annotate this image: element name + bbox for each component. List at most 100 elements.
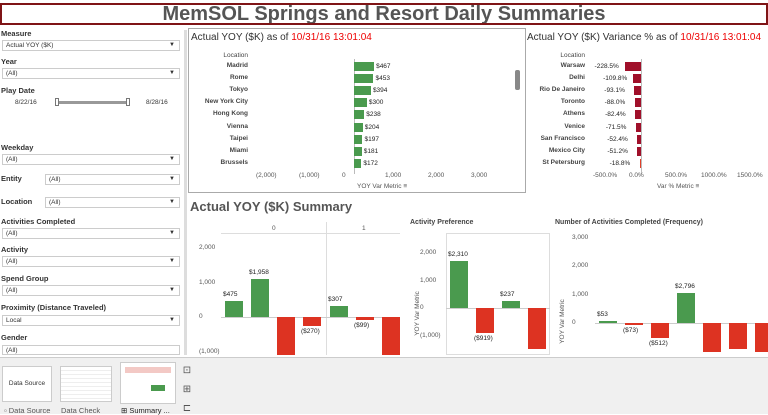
panel-header: 1 xyxy=(362,225,366,232)
data-label: $394 xyxy=(372,87,388,95)
entity-value: (All) xyxy=(49,176,61,183)
tab-data-check[interactable]: Data Check xyxy=(61,406,101,415)
y-tick: 0 xyxy=(572,319,576,326)
axis-label: YOY Var Metric ≡ xyxy=(357,183,408,190)
chevron-down-icon: ▼ xyxy=(169,176,175,182)
row-label: Warsaw xyxy=(560,62,585,69)
activity-value: (All) xyxy=(6,258,18,265)
bar xyxy=(303,317,321,327)
bar xyxy=(637,134,641,144)
chevron-down-icon: ▼ xyxy=(169,156,175,162)
panel-divider xyxy=(221,233,400,234)
new-worksheet-icon[interactable]: ⊡ xyxy=(182,365,192,376)
row-label: Venice xyxy=(564,122,585,130)
bar xyxy=(634,86,641,96)
zero-line xyxy=(446,308,550,309)
x-tick: 0 xyxy=(342,172,346,179)
data-label: $467 xyxy=(376,63,391,70)
bar xyxy=(634,98,641,108)
entity-dropdown[interactable]: (All) ▼ xyxy=(45,174,180,185)
row-label: San Francisco xyxy=(540,134,585,142)
weekday-value: (All) xyxy=(6,156,18,163)
summary-thumb[interactable] xyxy=(120,362,176,404)
x-tick: 3,000 xyxy=(471,172,488,179)
year-dropdown[interactable]: (All) ▼ xyxy=(2,68,180,79)
row-label: St Petersburg xyxy=(542,158,585,166)
data-label: $237 xyxy=(500,291,515,299)
location-yoy-title: Actual YOY ($K) as of 10/31/16 13:01:04 xyxy=(191,32,372,43)
zero-line xyxy=(595,323,768,324)
bar xyxy=(599,321,617,323)
filter-label-spend-group: Spend Group xyxy=(1,274,49,283)
x-tick: 500.0% xyxy=(665,172,688,179)
bar xyxy=(476,308,494,334)
y-tick: 0 xyxy=(420,304,424,311)
bar xyxy=(354,158,362,168)
bar xyxy=(755,323,768,352)
gender-dropdown[interactable]: (All) xyxy=(2,345,180,355)
activity-preference-title: Activity Preference xyxy=(410,219,474,226)
zero-line xyxy=(641,59,642,174)
slider-handle-end[interactable] xyxy=(126,98,130,106)
timestamp: 10/31/16 13:01:04 xyxy=(680,32,762,43)
panel-header: 0 xyxy=(272,225,276,232)
data-label: $53 xyxy=(597,311,608,319)
data-label: $300 xyxy=(368,99,384,107)
activity-dropdown[interactable]: (All) ▼ xyxy=(2,256,180,267)
slider-handle-start[interactable] xyxy=(55,98,59,106)
data-label: ($512) xyxy=(649,339,668,347)
dashboard-title: MemSOL Springs and Resort Daily Summarie… xyxy=(0,3,768,25)
chevron-down-icon: ▼ xyxy=(169,317,175,323)
data-label: $475 xyxy=(223,290,238,298)
tab-data-source[interactable]: ▫ Data Source xyxy=(4,406,51,415)
data-label: ($99) xyxy=(354,322,370,330)
activities-completed-dropdown[interactable]: (All) ▼ xyxy=(2,228,180,239)
data-label: -71.5% xyxy=(605,123,627,131)
chart-scrollbar[interactable] xyxy=(515,70,520,90)
chevron-down-icon: ▼ xyxy=(169,258,175,264)
play-date-slider[interactable] xyxy=(57,101,129,104)
weekday-dropdown[interactable]: (All) ▼ xyxy=(2,154,180,165)
bar xyxy=(625,323,643,326)
data-label: $453 xyxy=(375,75,390,83)
filter-scrollbar[interactable] xyxy=(184,30,187,355)
spend-group-dropdown[interactable]: (All) ▼ xyxy=(2,285,180,296)
x-tick: 0.0% xyxy=(629,172,644,179)
proximity-dropdown[interactable]: Local ▼ xyxy=(2,315,180,326)
data-source-thumb[interactable]: Data Source xyxy=(2,366,52,402)
y-tick: 0 xyxy=(199,313,203,320)
title-text: Actual YOY ($K) Variance % as of xyxy=(527,32,681,43)
location-dropdown[interactable]: (All) ▼ xyxy=(45,197,180,208)
x-tick: 1000.0% xyxy=(701,172,727,179)
filter-label-proximity: Proximity (Distance Traveled) xyxy=(1,303,107,312)
data-label: $2,796 xyxy=(675,283,695,290)
data-label: ($73) xyxy=(623,327,639,335)
filter-label-entity: Entity xyxy=(1,174,22,183)
new-story-icon[interactable]: ⊏ xyxy=(182,403,192,414)
filter-label-activity: Activity xyxy=(1,245,29,254)
x-tick: 1,000 xyxy=(385,172,402,179)
title-text: Actual YOY ($K) as of xyxy=(191,32,292,43)
location-value: (All) xyxy=(49,199,61,206)
filter-panel: Measure Actual YOY ($K) ▼ Year (All) ▼ Pla… xyxy=(0,27,184,355)
data-label: -93.1% xyxy=(604,87,625,95)
x-tick: -500.0% xyxy=(593,172,618,179)
row-label: Rio De Janeiro xyxy=(539,86,585,94)
tab-label: Data Source xyxy=(8,406,51,415)
y-tick: 2,000 xyxy=(199,244,216,251)
row-label: Hong Kong xyxy=(212,110,248,118)
data-label: $172 xyxy=(363,159,378,167)
data-check-thumb[interactable] xyxy=(60,366,112,402)
tab-summary[interactable]: ⊞ Summary ... xyxy=(121,406,170,415)
bar xyxy=(703,323,721,352)
row-header: Location xyxy=(560,52,585,59)
new-dashboard-icon[interactable]: ⊞ xyxy=(182,384,192,395)
bar xyxy=(635,122,641,132)
axis-label-text: YOY Var Metric xyxy=(357,183,402,190)
sheet-tab-bar: Data Source ▫ Data Source Data Check ⊞ S… xyxy=(0,357,768,415)
y-tick: 3,000 xyxy=(572,233,589,241)
row-label: Madrid xyxy=(226,62,248,69)
axis-label-text: Var % Metric xyxy=(657,183,694,190)
measure-dropdown[interactable]: Actual YOY ($K) ▼ xyxy=(2,40,180,51)
bar xyxy=(354,98,367,108)
